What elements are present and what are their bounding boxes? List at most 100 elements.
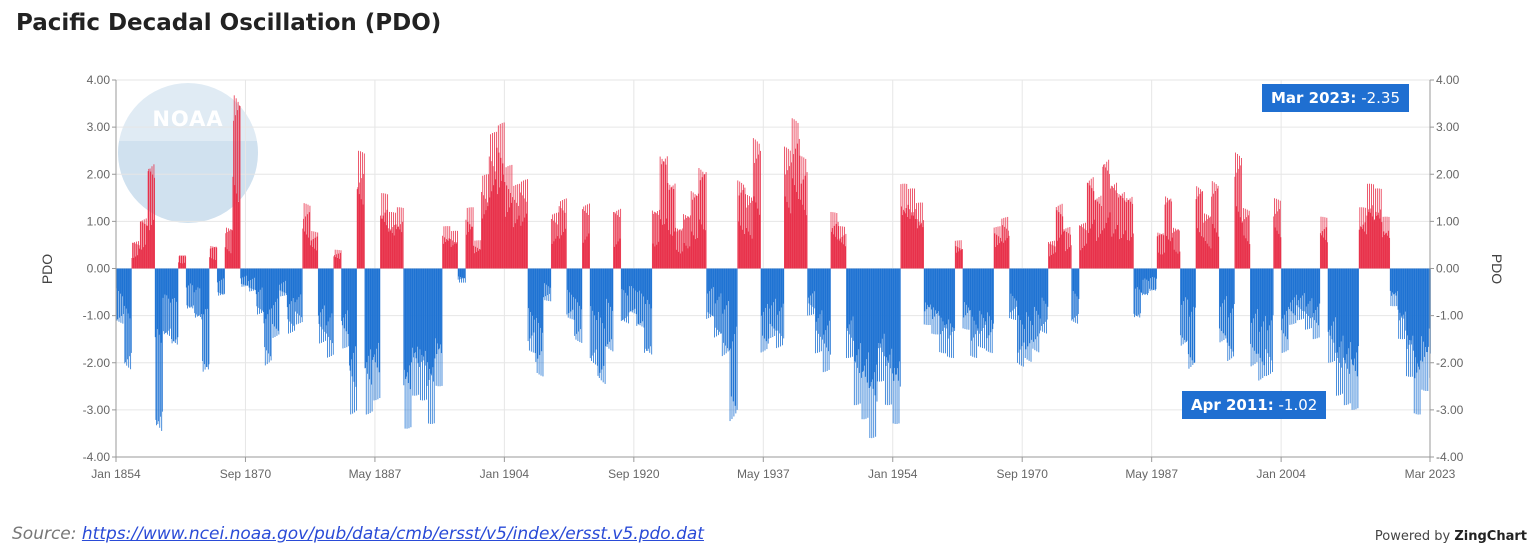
pdo-bar [362,204,364,269]
pdo-bar [1215,183,1217,269]
pdo-bar [1318,268,1319,326]
pdo-bar [706,268,708,319]
pdo-bar [774,268,776,299]
pdo-bar [227,231,229,269]
pdo-bar [661,164,662,269]
pdo-bar [638,268,640,325]
pdo-bar [140,221,142,269]
pdo-bar [500,157,502,269]
pdo-bar [117,268,119,291]
pdo-bar [1123,234,1124,269]
pdo-bar [1328,268,1330,363]
pdo-bar [735,268,737,414]
pdo-bar [517,184,519,269]
pdo-bar [1365,234,1367,269]
pdo-bar [620,268,622,321]
pdo-bar [1303,268,1305,294]
pdo-bar [1037,268,1039,315]
pdo-bar [1257,268,1259,354]
pdo-bar [1060,214,1062,269]
pdo-bar [954,240,956,269]
pdo-bar [462,268,464,278]
pdo-bar [1152,268,1154,291]
pdo-bar [1031,268,1033,326]
pdo-bar [376,268,378,368]
pdo-bar [150,171,152,269]
pdo-bar [444,241,446,269]
pdo-bar [317,268,319,316]
pdo-bar [501,122,503,269]
pdo-bar [953,268,955,329]
powered-by[interactable]: Powered by ZingChart [1375,529,1527,544]
pdo-bar [1290,268,1292,312]
pdo-bar [228,251,230,269]
pdo-bar [122,268,124,324]
pdo-bar [952,268,954,328]
pdo-bar [1178,230,1180,269]
pdo-bar [1018,268,1020,316]
pdo-bar [1409,268,1411,377]
pdo-bar [674,183,676,269]
source-link[interactable]: https://www.ncei.noaa.gov/pub/data/cmb/e… [81,524,704,544]
pdo-bar [361,178,363,269]
pdo-bar [1259,268,1260,332]
pdo-bar [270,268,271,357]
pdo-bar [885,268,887,366]
pdo-bar [368,268,370,356]
pdo-bar [969,268,971,311]
pdo-bar [1246,209,1248,269]
pdo-bar [861,268,862,378]
pdo-bar [398,207,400,269]
pdo-bar [1418,268,1420,370]
pdo-bar [1096,198,1098,269]
pdo-bar [514,223,516,269]
pdo-bar [921,202,923,269]
pdo-bar [1240,165,1242,269]
pdo-bar [1396,268,1398,292]
pdo-bar [350,268,352,360]
pdo-bar [1272,268,1274,316]
pdo-bar [687,248,689,269]
pdo-bar [1295,268,1297,324]
pdo-bar [298,268,300,298]
pdo-bar [460,268,462,278]
pdo-bar [466,234,467,269]
pdo-bar [179,255,181,269]
pdo-bar [521,181,523,269]
pdo-bar [1010,268,1012,294]
pdo-bar [1345,268,1347,406]
pdo-bar [205,268,207,310]
pdo-bar [847,268,849,331]
pdo-bar [650,268,651,347]
pdo-bar [387,194,389,269]
pdo-bar [1049,256,1051,269]
pdo-bar [208,268,210,365]
pdo-bar [1013,268,1015,309]
pdo-bar [971,268,973,317]
pdo-bar [383,193,385,269]
pdo-bar [1083,223,1084,269]
pdo-bar [142,222,144,269]
pdo-bar [998,243,1000,269]
pdo-bar [635,268,637,315]
pdo-bar [352,268,354,414]
pdo-bar [1195,199,1197,269]
pdo-bar [1332,268,1334,322]
pdo-bar [1369,212,1371,269]
pdo-bar [411,268,412,363]
pdo-bar [1325,227,1327,269]
pdo-bar [279,268,280,285]
y-tick-label-right: -4.00 [1436,450,1464,464]
pdo-bar [1288,268,1290,310]
pdo-bar [268,268,269,354]
pdo-bar [487,206,489,269]
pdo-bar [917,202,919,269]
pdo-bar [1296,268,1298,306]
pdo-bar [252,268,254,290]
pdo-bar [1127,240,1128,269]
pdo-bar [691,231,693,269]
pdo-bar [510,192,511,269]
pdo-bar [1374,188,1376,269]
pdo-bar [152,219,154,269]
pdo-bar [508,189,510,269]
